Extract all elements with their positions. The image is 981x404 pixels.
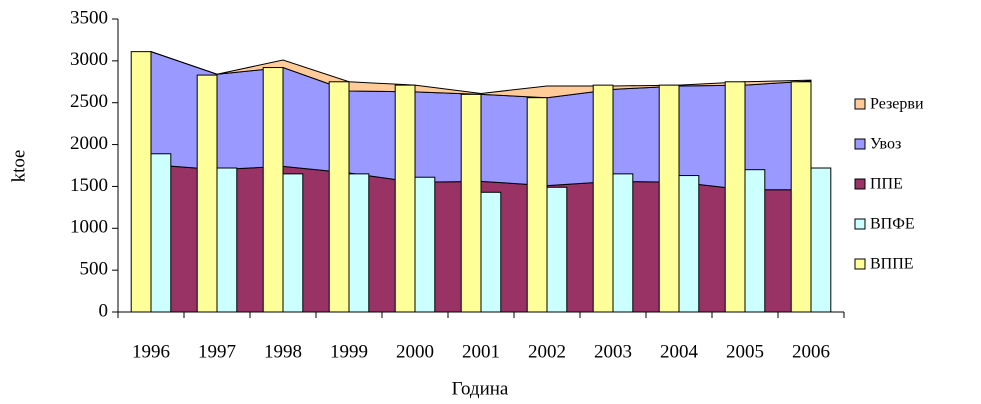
y-tick-label: 2500 [70,91,108,112]
bar [394,84,416,313]
legend-label: Увоз [870,136,901,153]
bar [658,84,680,313]
y-axis-label: ktoe [8,150,29,183]
y-tick-label: 1500 [70,175,108,196]
bar [810,167,832,313]
bar [282,173,304,313]
legend-swatch [854,138,866,150]
bar [526,97,548,313]
legend-swatch [854,258,866,270]
x-tick-label: 1998 [264,341,302,362]
x-tick-label: 2006 [792,341,830,362]
bar [724,81,746,313]
bar [328,81,350,313]
bar [150,153,172,313]
bar [262,67,284,313]
y-tick-label: 500 [80,259,109,280]
bar [348,173,370,313]
bar [196,74,218,313]
legend-label: ППЕ [870,176,903,193]
y-tick-label: 2000 [70,133,108,154]
bar [414,176,436,313]
area [150,51,812,99]
y-tick-label: 1000 [70,217,108,238]
x-tick-label: 2002 [528,341,566,362]
legend-swatch [854,178,866,190]
y-tick-label: 0 [99,300,109,321]
legend-swatch [854,218,866,230]
bar [546,186,568,313]
bar [612,173,634,313]
legend-label: Резерви [870,96,924,113]
x-tick-label: 1997 [198,341,236,362]
x-axis-label: Година [452,378,509,399]
bar [790,81,812,313]
bar [130,51,152,313]
x-tick-label: 1999 [330,341,368,362]
x-tick-label: 2000 [396,341,434,362]
y-tick-label: 3500 [70,7,108,28]
legend-label: ВППЕ [870,256,914,273]
legend-swatch [854,98,866,110]
bar [592,84,614,313]
x-tick-label: 2004 [660,341,699,362]
x-tick-label: 1996 [132,341,170,362]
bar [744,169,766,313]
x-tick-label: 2003 [594,341,632,362]
bar [216,167,238,313]
bar [678,175,700,313]
bar [480,191,502,313]
legend-label: ВПФЕ [870,216,915,233]
y-tick-label: 3000 [70,49,108,70]
x-tick-label: 2005 [726,341,764,362]
x-tick-label: 2001 [462,341,500,362]
bar [460,93,482,313]
